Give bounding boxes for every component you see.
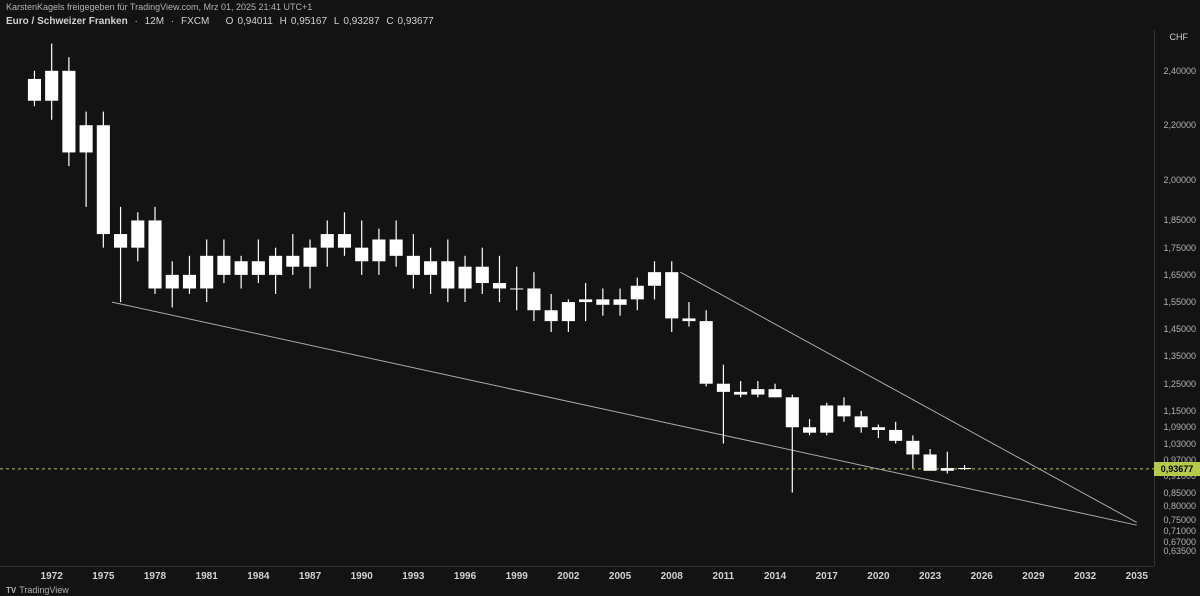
tradingview-logo-icon: TV xyxy=(6,586,16,595)
ohlc-o-label: O xyxy=(226,16,234,27)
ohlc-c-label: C xyxy=(386,16,393,27)
y-tick-label: 0,63500 xyxy=(1163,546,1196,556)
x-tick-label: 1990 xyxy=(351,571,373,582)
x-tick-label: 2002 xyxy=(557,571,579,582)
x-tick-label: 2005 xyxy=(609,571,631,582)
publisher-meta: KarstenKagels freigegeben für TradingVie… xyxy=(6,2,312,12)
y-tick-label: 1,85000 xyxy=(1163,215,1196,225)
y-tick-label: 0,71000 xyxy=(1163,526,1196,536)
y-tick-label: 2,20000 xyxy=(1163,120,1196,130)
y-tick-label: 0,75000 xyxy=(1163,515,1196,525)
ohlc-l-value: 0,93287 xyxy=(343,16,379,27)
x-tick-label: 1999 xyxy=(506,571,528,582)
x-tick-label: 2023 xyxy=(919,571,941,582)
ohlc-l-label: L xyxy=(334,16,340,27)
y-tick-label: 0,80000 xyxy=(1163,501,1196,511)
tradingview-brand: TradingView xyxy=(19,585,69,595)
x-tick-label: 1996 xyxy=(454,571,476,582)
x-tick-label: 1987 xyxy=(299,571,321,582)
y-tick-label: 2,40000 xyxy=(1163,66,1196,76)
y-tick-label: 1,09000 xyxy=(1163,422,1196,432)
x-tick-label: 1984 xyxy=(247,571,269,582)
y-tick-label: 1,45000 xyxy=(1163,324,1196,334)
x-tick-label: 2026 xyxy=(971,571,993,582)
y-tick-label: 2,00000 xyxy=(1163,175,1196,185)
currency-header: CHF xyxy=(1170,32,1189,42)
y-tick-label: 1,65000 xyxy=(1163,270,1196,280)
x-tick-label: 1972 xyxy=(41,571,63,582)
x-tick-label: 2014 xyxy=(764,571,786,582)
candlestick-chart xyxy=(0,30,1154,566)
x-tick-label: 2017 xyxy=(816,571,838,582)
x-tick-label: 1975 xyxy=(92,571,114,582)
chart-root: KarstenKagels freigegeben für TradingVie… xyxy=(0,0,1200,596)
ohlc-c-value: 0,93677 xyxy=(398,16,434,27)
x-axis[interactable]: 1972 1975 1978 1981 1984 1987 1990 1993 1996 1999… xyxy=(0,566,1154,584)
y-tick-label: 1,25000 xyxy=(1163,379,1196,389)
ohlc-o-value: 0,94011 xyxy=(237,16,272,27)
interval: 12M xyxy=(145,16,164,27)
ohlc-h-value: 0,95167 xyxy=(291,16,327,27)
y-tick-label: 1,35000 xyxy=(1163,351,1196,361)
x-tick-label: 1978 xyxy=(144,571,166,582)
y-tick-label: 1,03000 xyxy=(1163,439,1196,449)
x-tick-label: 2035 xyxy=(1126,571,1148,582)
chart-pane[interactable] xyxy=(0,30,1154,566)
y-tick-label: 0,85000 xyxy=(1163,488,1196,498)
y-tick-label: 1,75000 xyxy=(1163,243,1196,253)
last-price-tag: 0,93677 xyxy=(1154,462,1200,476)
y-tick-label: 0,67000 xyxy=(1163,537,1196,547)
x-tick-label: 2008 xyxy=(661,571,683,582)
x-tick-label: 1993 xyxy=(402,571,424,582)
broker: FXCM xyxy=(181,16,209,27)
x-tick-label: 2020 xyxy=(867,571,889,582)
x-tick-label: 2029 xyxy=(1022,571,1044,582)
y-axis[interactable]: CHF 2,40000 2,20000 2,00000 1,85000 1,75000 1… xyxy=(1154,30,1200,566)
symbol-name: Euro / Schweizer Franken xyxy=(6,16,128,27)
x-tick-label: 1981 xyxy=(196,571,218,582)
y-tick-label: 1,55000 xyxy=(1163,297,1196,307)
symbol-info[interactable]: Euro / Schweizer Franken · 12M · FXCM O0… xyxy=(6,16,438,27)
ohlc-h-label: H xyxy=(280,16,287,27)
y-tick-label: 1,15000 xyxy=(1163,406,1196,416)
x-tick-label: 2032 xyxy=(1074,571,1096,582)
tradingview-footer: TVTradingView xyxy=(0,584,1200,596)
x-tick-label: 2011 xyxy=(713,571,735,582)
